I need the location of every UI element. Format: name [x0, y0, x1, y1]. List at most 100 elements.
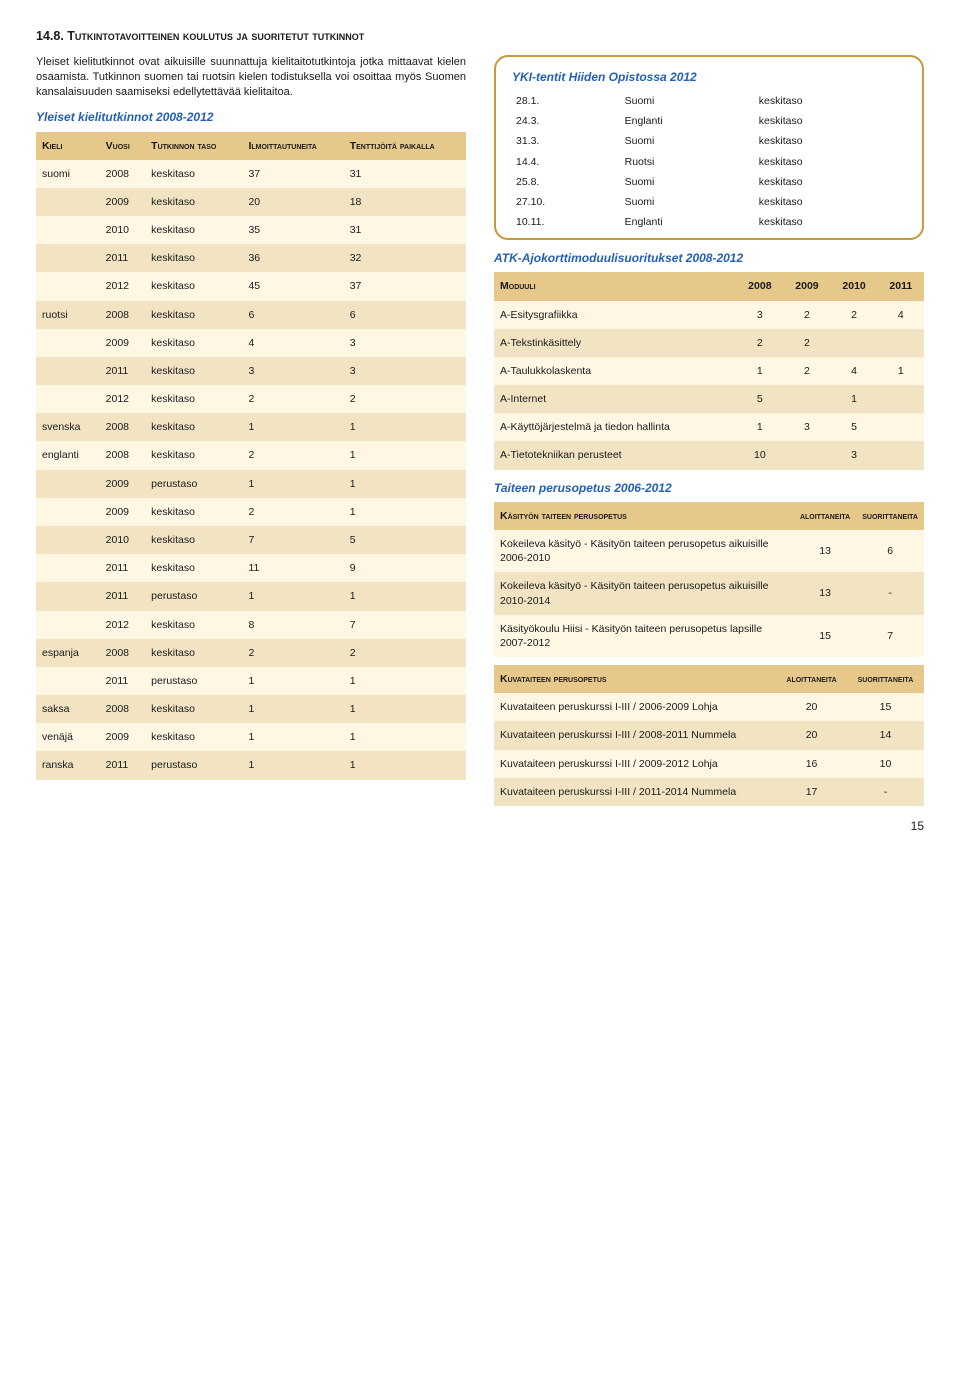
table-header-row: Käsityön taiteen perusopetus aloittaneit… — [494, 502, 924, 530]
table-cell: 28.1. — [512, 91, 621, 111]
table-cell — [36, 188, 100, 216]
table-row: suomi2008keskitaso3731 — [36, 160, 466, 188]
table-cell: 2009 — [100, 498, 146, 526]
table-cell: 8 — [242, 611, 343, 639]
table-cell: 32 — [344, 244, 466, 272]
atk-subheading: ATK-Ajokorttimoduulisuoritukset 2008-201… — [494, 250, 924, 266]
col-kuva-name: Kuvataiteen perusopetus — [494, 665, 776, 693]
table-row: 2011perustaso11 — [36, 582, 466, 610]
table-cell: 6 — [856, 530, 924, 572]
table-row: Kuvataiteen peruskurssi I-III / 2009-201… — [494, 750, 924, 778]
table-cell: 5 — [344, 526, 466, 554]
page-number: 15 — [36, 818, 924, 834]
table-cell — [878, 329, 924, 357]
table-cell: keskitaso — [755, 212, 906, 232]
col-vuosi: Vuosi — [100, 132, 146, 160]
table-cell: keskitaso — [145, 385, 242, 413]
table-cell: 1 — [344, 582, 466, 610]
table-cell: Kuvataiteen peruskurssi I-III / 2006-200… — [494, 693, 776, 721]
table-cell: espanja — [36, 639, 100, 667]
table-cell: keskitaso — [755, 131, 906, 151]
table-cell: englanti — [36, 441, 100, 469]
table-cell: Englanti — [621, 111, 755, 131]
table-cell: - — [856, 572, 924, 614]
table-cell: 2011 — [100, 582, 146, 610]
right-column: YKI-tentit Hiiden Opistossa 2012 28.1.Su… — [494, 55, 924, 814]
table-cell: A-Internet — [494, 385, 736, 413]
table-header-row: Moduuli 2008 2009 2010 2011 — [494, 272, 924, 300]
table-cell: 3 — [831, 441, 878, 469]
col-suorit: suorittaneita — [847, 665, 924, 693]
table-cell: 1 — [242, 695, 343, 723]
table-cell: perustaso — [145, 582, 242, 610]
table-cell — [36, 554, 100, 582]
table-cell: keskitaso — [755, 111, 906, 131]
kasityo-table: Käsityön taiteen perusopetus aloittaneit… — [494, 502, 924, 657]
table-cell: Ruotsi — [621, 152, 755, 172]
col-aloit: aloittaneita — [794, 502, 856, 530]
table-cell: 36 — [242, 244, 343, 272]
table-header-row: Kieli Vuosi Tutkinnon taso Ilmoittautune… — [36, 132, 466, 160]
col-tentti: Tenttijöitä paikalla — [344, 132, 466, 160]
table-cell: 2011 — [100, 554, 146, 582]
table-cell: A-Tietotekniikan perusteet — [494, 441, 736, 469]
table-cell: 1 — [242, 751, 343, 779]
yki-table: 28.1.Suomikeskitaso24.3.Englantikeskitas… — [512, 91, 906, 232]
table-cell: 1 — [242, 667, 343, 695]
table-row: 2009keskitaso43 — [36, 329, 466, 357]
table-row: 28.1.Suomikeskitaso — [512, 91, 906, 111]
table-cell: 16 — [776, 750, 847, 778]
table-cell: 6 — [344, 301, 466, 329]
col-moduuli: Moduuli — [494, 272, 736, 300]
table-cell: 2008 — [100, 441, 146, 469]
table-cell: 1 — [736, 357, 783, 385]
table-cell: 7 — [242, 526, 343, 554]
table-cell — [36, 272, 100, 300]
table-row: A-Esitysgrafiikka3224 — [494, 301, 924, 329]
table-cell — [36, 470, 100, 498]
table-cell: keskitaso — [145, 216, 242, 244]
table-row: 31.3.Suomikeskitaso — [512, 131, 906, 151]
table-cell: 17 — [776, 778, 847, 806]
table-cell: 4 — [242, 329, 343, 357]
table-cell: 4 — [831, 357, 878, 385]
table-cell: Kuvataiteen peruskurssi I-III / 2008-201… — [494, 721, 776, 749]
table-cell: 9 — [344, 554, 466, 582]
table-cell — [783, 441, 830, 469]
table-cell: saksa — [36, 695, 100, 723]
table-cell: keskitaso — [145, 498, 242, 526]
table-cell: 14 — [847, 721, 924, 749]
table-cell — [878, 385, 924, 413]
table-cell: 3 — [344, 329, 466, 357]
table-cell: 1 — [242, 413, 343, 441]
intro-paragraph: Yleiset kielitutkinnot ovat aikuisille s… — [36, 55, 466, 100]
table-row: ruotsi2008keskitaso66 — [36, 301, 466, 329]
table-row: 2010keskitaso75 — [36, 526, 466, 554]
table-cell: A-Käyttöjärjestelmä ja tiedon hallinta — [494, 413, 736, 441]
table-cell: keskitaso — [145, 272, 242, 300]
table-cell: A-Taulukkolaskenta — [494, 357, 736, 385]
table-cell: keskitaso — [145, 441, 242, 469]
table-cell: 24.3. — [512, 111, 621, 131]
table-row: 2011keskitaso3632 — [36, 244, 466, 272]
table-cell: 2012 — [100, 385, 146, 413]
col-2010: 2010 — [831, 272, 878, 300]
table-cell: Käsityökoulu Hiisi - Käsityön taiteen pe… — [494, 615, 794, 657]
table-cell: ruotsi — [36, 301, 100, 329]
table-cell: 5 — [831, 413, 878, 441]
yki-title: YKI-tentit Hiiden Opistossa 2012 — [512, 69, 906, 85]
table-cell: 25.8. — [512, 172, 621, 192]
table-cell — [36, 385, 100, 413]
table-cell: 13 — [794, 530, 856, 572]
table-cell: 5 — [736, 385, 783, 413]
table-cell: 2011 — [100, 357, 146, 385]
table-cell: 4 — [878, 301, 924, 329]
table-cell: suomi — [36, 160, 100, 188]
table-row: Käsityökoulu Hiisi - Käsityön taiteen pe… — [494, 615, 924, 657]
table-cell: 6 — [242, 301, 343, 329]
table-cell: 10 — [736, 441, 783, 469]
table-cell — [36, 244, 100, 272]
table-cell — [36, 526, 100, 554]
table-cell: keskitaso — [145, 329, 242, 357]
table-cell: 20 — [242, 188, 343, 216]
